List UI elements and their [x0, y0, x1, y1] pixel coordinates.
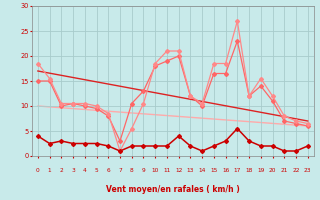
X-axis label: Vent moyen/en rafales ( km/h ): Vent moyen/en rafales ( km/h ) — [106, 185, 240, 194]
